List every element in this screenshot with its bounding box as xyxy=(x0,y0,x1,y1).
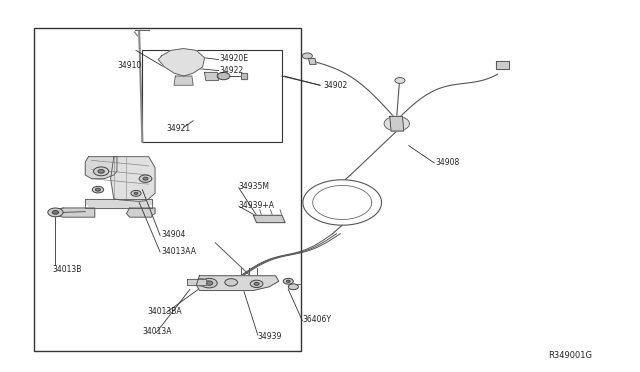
Text: 36406Y: 36406Y xyxy=(302,315,332,324)
Text: 34920E: 34920E xyxy=(220,54,249,63)
Polygon shape xyxy=(111,157,155,201)
Circle shape xyxy=(48,208,63,217)
Circle shape xyxy=(139,175,152,182)
Circle shape xyxy=(254,282,259,285)
Circle shape xyxy=(395,77,405,83)
Polygon shape xyxy=(196,276,279,291)
Circle shape xyxy=(92,186,104,193)
Circle shape xyxy=(52,211,59,214)
Polygon shape xyxy=(187,279,206,285)
Circle shape xyxy=(93,167,109,176)
Text: 34908: 34908 xyxy=(435,158,460,167)
Circle shape xyxy=(131,190,141,196)
Text: 34935M: 34935M xyxy=(239,182,270,191)
Circle shape xyxy=(205,281,212,285)
Circle shape xyxy=(286,280,290,282)
Bar xyxy=(142,51,282,142)
Text: 34939+A: 34939+A xyxy=(239,201,275,209)
Polygon shape xyxy=(174,76,193,85)
Circle shape xyxy=(250,280,263,288)
Circle shape xyxy=(134,192,138,195)
Circle shape xyxy=(98,170,104,173)
Polygon shape xyxy=(497,61,509,69)
Text: 34904: 34904 xyxy=(161,230,186,239)
Circle shape xyxy=(288,284,298,290)
Circle shape xyxy=(195,279,208,286)
Circle shape xyxy=(284,278,293,284)
Circle shape xyxy=(143,177,148,180)
Text: 34013BA: 34013BA xyxy=(147,307,182,316)
Text: 34013AA: 34013AA xyxy=(161,247,196,256)
Circle shape xyxy=(199,281,204,284)
Polygon shape xyxy=(158,49,205,76)
Polygon shape xyxy=(308,58,316,64)
Circle shape xyxy=(201,278,217,288)
Text: 34910: 34910 xyxy=(117,61,141,70)
Polygon shape xyxy=(85,199,152,208)
Polygon shape xyxy=(57,208,95,217)
Text: 34013A: 34013A xyxy=(142,327,172,336)
Polygon shape xyxy=(253,215,285,223)
Text: 34902: 34902 xyxy=(323,81,348,90)
Circle shape xyxy=(384,116,410,131)
Polygon shape xyxy=(85,157,117,179)
Text: 34921: 34921 xyxy=(166,124,191,133)
Text: 34939: 34939 xyxy=(258,332,282,341)
Text: 34013B: 34013B xyxy=(52,265,82,274)
Polygon shape xyxy=(241,73,247,79)
Circle shape xyxy=(302,53,312,59)
Circle shape xyxy=(95,188,100,191)
Circle shape xyxy=(217,73,230,80)
Text: 34922: 34922 xyxy=(220,66,244,75)
Text: R349001G: R349001G xyxy=(548,351,593,360)
Circle shape xyxy=(225,279,237,286)
Circle shape xyxy=(390,120,403,127)
Bar xyxy=(35,28,301,351)
Polygon shape xyxy=(390,116,404,131)
Polygon shape xyxy=(127,208,155,217)
Polygon shape xyxy=(205,73,218,80)
